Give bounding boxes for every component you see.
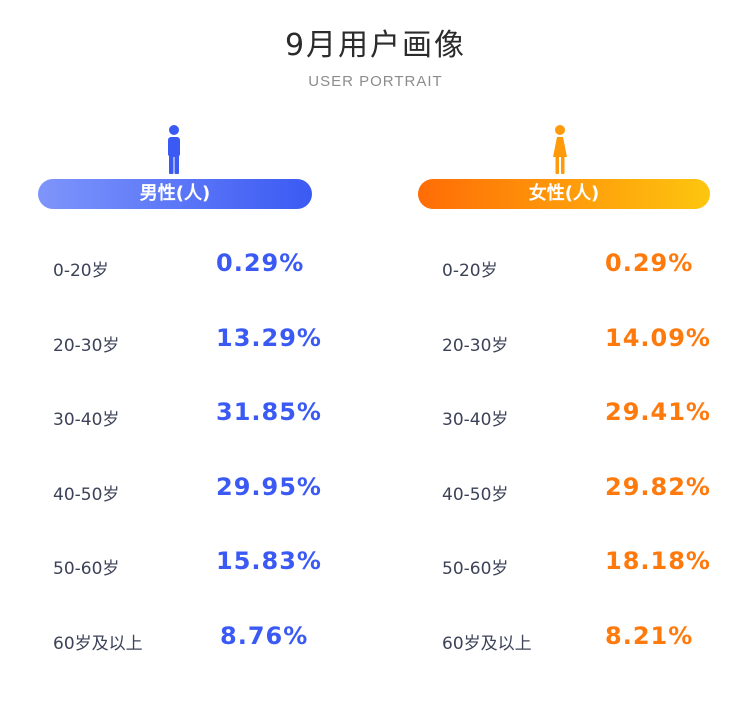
age-range: 0-20岁 [53,261,109,281]
female-row: 40-50岁 29.82% [418,470,718,510]
page-title: 9月用户画像 [284,28,467,63]
male-row: 40-50岁 29.95% [38,470,338,510]
age-range: 60岁及以上 [53,634,143,654]
female-row: 60岁及以上 8.21% [418,619,718,659]
age-range: 20-30岁 [442,336,509,356]
male-row: 50-60岁 15.83% [38,544,338,584]
female-row: 30-40岁 29.41% [418,395,718,435]
age-range: 40-50岁 [53,485,120,505]
age-range: 60岁及以上 [442,634,532,654]
male-label-pill: 男性(人) [38,179,312,209]
age-range: 30-40岁 [53,410,120,430]
percentage: 14.09% [605,324,711,352]
male-row: 60岁及以上 8.76% [38,619,338,659]
percentage: 13.29% [216,324,322,352]
age-range: 50-60岁 [442,559,509,579]
page-subtitle: USER PORTRAIT [308,73,443,90]
percentage: 29.41% [605,398,711,426]
age-range: 0-20岁 [442,261,498,281]
percentage: 15.83% [216,547,322,575]
age-range: 40-50岁 [442,485,509,505]
male-row: 20-30岁 13.29% [38,321,338,361]
percentage: 18.18% [605,547,711,575]
age-range: 50-60岁 [53,559,120,579]
percentage: 31.85% [216,398,322,426]
age-range: 30-40岁 [442,410,509,430]
percentage: 8.21% [605,622,694,650]
percentage: 8.76% [220,622,309,650]
percentage: 0.29% [605,249,694,277]
male-row: 0-20岁 0.29% [38,246,338,286]
female-person-icon [553,125,567,174]
female-row: 0-20岁 0.29% [418,246,718,286]
female-row: 20-30岁 14.09% [418,321,718,361]
percentage: 29.82% [605,473,711,501]
percentage: 29.95% [216,473,322,501]
percentage: 0.29% [216,249,305,277]
male-person-icon [168,125,180,174]
age-range: 20-30岁 [53,336,120,356]
male-row: 30-40岁 31.85% [38,395,338,435]
female-label-pill: 女性(人) [418,179,710,209]
female-row: 50-60岁 18.18% [418,544,718,584]
